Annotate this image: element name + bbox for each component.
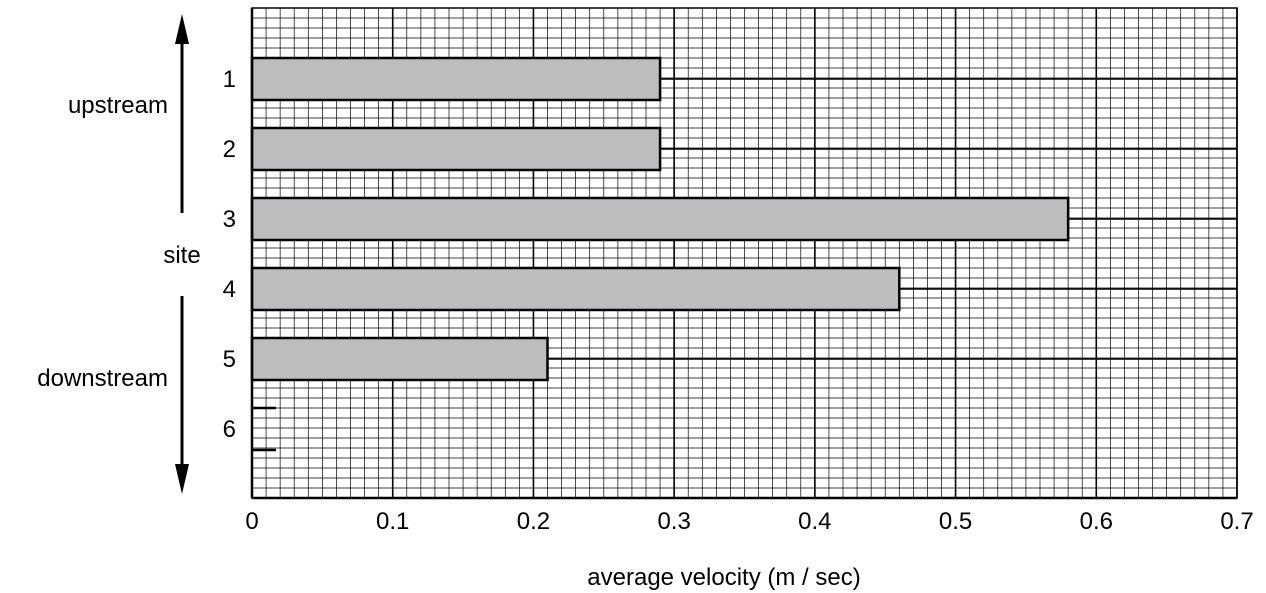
x-tick-label: 0.6 xyxy=(1080,508,1113,535)
x-tick-label: 0.7 xyxy=(1220,508,1253,535)
y-tick-label: 6 xyxy=(223,416,236,443)
downstream-label: downstream xyxy=(37,365,168,392)
axes xyxy=(250,7,1238,500)
minor-grid xyxy=(251,7,1238,499)
y-tick-label: 2 xyxy=(223,136,236,163)
bar-site-3 xyxy=(250,196,1070,242)
y-tick-label: 1 xyxy=(223,66,236,93)
bar-site-2 xyxy=(250,126,662,172)
bar-site-1 xyxy=(250,56,662,102)
y-tick-label: 5 xyxy=(223,346,236,373)
row-lines xyxy=(547,78,1237,360)
upstream-label: upstream xyxy=(68,92,168,119)
x-tick-label: 0.1 xyxy=(376,508,409,535)
y-axis-label: site xyxy=(163,242,200,269)
y-tick-label: 3 xyxy=(223,206,236,233)
x-tick-label: 0.4 xyxy=(798,508,831,535)
x-tick-label: 0.5 xyxy=(939,508,972,535)
x-tick-label: 0 xyxy=(245,508,258,535)
y-tick-label: 4 xyxy=(223,276,236,303)
downstream-arrow xyxy=(175,296,189,494)
x-tick-labels: 0 0.1 0.2 0.3 0.4 0.5 0.6 0.7 xyxy=(245,508,1253,535)
x-tick-label: 0.3 xyxy=(657,508,690,535)
bars xyxy=(250,56,1070,452)
x-axis-label: average velocity (m / sec) xyxy=(587,564,860,591)
y-tick-labels: 1 2 3 4 5 6 xyxy=(223,66,236,443)
x-tick-label: 0.2 xyxy=(517,508,550,535)
upstream-arrow xyxy=(175,14,189,213)
bar-site-5 xyxy=(250,336,549,382)
bar-site-4 xyxy=(250,266,901,312)
